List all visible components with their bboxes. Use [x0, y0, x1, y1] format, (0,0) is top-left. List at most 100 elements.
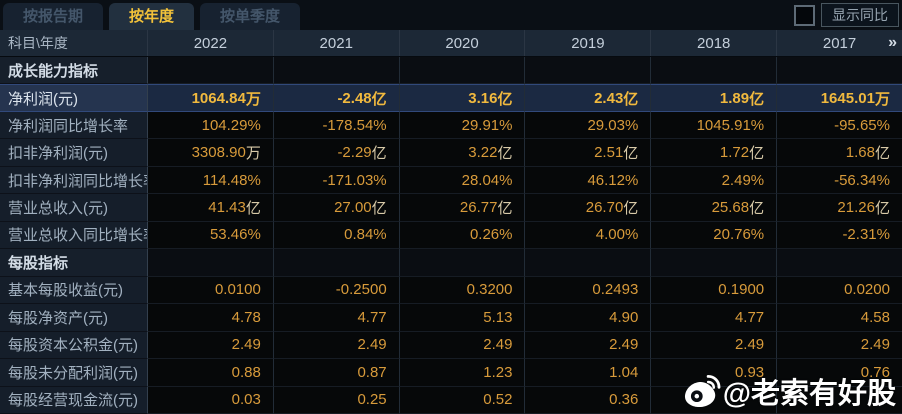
row-label: 每股净资产(元)	[0, 304, 148, 332]
value-cell	[399, 57, 526, 85]
table-row[interactable]: 每股净资产(元) 4.78 4.77 5.13 4.90 4.77 4.58	[0, 304, 902, 332]
value-cell	[148, 249, 274, 277]
value-cell: -56.34%	[777, 166, 902, 195]
show-yoy-label[interactable]: 显示同比	[821, 3, 899, 27]
value-cell: -171.03%	[273, 166, 400, 195]
value-cell: 0.03	[148, 386, 274, 414]
value-cell: 0.26%	[399, 221, 526, 250]
row-label: 营业总收入同比增长率	[0, 221, 148, 250]
value-cell: 41.43 亿	[148, 194, 274, 222]
table-row[interactable]: 扣非净利润(元) 3308.90 万 -2.29 亿 3.22 亿 2.51 亿 1.72 亿 1.6…	[0, 139, 902, 167]
value-cell: 0.1900	[651, 276, 778, 305]
value-cell: -2.31%	[777, 221, 902, 250]
show-yoy-checkbox[interactable]	[794, 4, 815, 26]
value-cell: 0.84%	[273, 221, 400, 250]
table-row[interactable]: 基本每股收益(元) 0.0100 -0.2500 0.3200 0.2493 0.1900…	[0, 276, 902, 305]
value-cell	[525, 249, 652, 277]
value-cell	[148, 57, 274, 85]
year-header-2017: 2017 »	[777, 30, 902, 56]
value-cell: 4.78	[148, 304, 274, 332]
row-label: 扣非净利润(元)	[0, 139, 148, 167]
value-cell: -178.54%	[273, 111, 400, 140]
value-cell: 4.90	[525, 304, 652, 332]
value-cell	[777, 57, 902, 85]
year-label: 2021	[319, 34, 353, 52]
value-cell: 0.52	[399, 386, 526, 414]
value-cell	[651, 249, 778, 277]
value-cell: 4.58	[777, 304, 902, 332]
year-label: 2019	[571, 34, 605, 52]
row-label: 每股经营现金流(元)	[0, 386, 148, 414]
tab-by-quarter[interactable]: 按单季度	[200, 3, 301, 30]
tab-bar: 按报告期 按年度 按单季度 显示同比	[0, 0, 902, 30]
value-cell: 28.04%	[399, 166, 526, 195]
value-cell	[777, 249, 902, 277]
value-cell: 2.49	[777, 331, 902, 360]
table-row[interactable]: 净利润(元) 1064.84 万 -2.48 亿 3.16 亿 2.43 亿 1.89 亿 1645.…	[0, 84, 902, 112]
table-row[interactable]: 营业总收入(元) 41.43 亿 27.00 亿 26.77 亿 26.70 亿 25.68 亿 21…	[0, 194, 902, 222]
table-row[interactable]: 扣非净利润同比增长率 114.48% -171.03% 28.04% 46.12% 2.4…	[0, 166, 902, 195]
tab-by-report-period[interactable]: 按报告期	[3, 3, 104, 30]
row-label: 净利润同比增长率	[0, 111, 148, 140]
row-label: 扣非净利润同比增长率	[0, 166, 148, 195]
value-cell	[525, 57, 652, 85]
value-cell	[651, 57, 778, 85]
value-cell: 0.87	[273, 359, 400, 387]
table-row[interactable]: 成长能力指标	[0, 57, 902, 85]
value-cell: 25.68 亿	[651, 194, 778, 222]
value-cell: 0.93	[651, 359, 778, 387]
value-cell: -0.2500	[273, 276, 400, 305]
value-cell: 0.0200	[777, 276, 902, 305]
value-cell: 1.04	[525, 359, 652, 387]
value-cell: 0.3200	[399, 276, 526, 305]
value-cell: 0.76	[777, 359, 902, 387]
value-cell: 3308.90 万	[148, 139, 274, 167]
tab-by-year[interactable]: 按年度	[109, 3, 195, 30]
value-cell: 4.77	[651, 304, 778, 332]
year-label: 2018	[697, 34, 731, 52]
value-cell: 1645.01 万	[777, 84, 902, 112]
table-row[interactable]: 每股经营现金流(元) 0.03 0.25 0.52 0.36	[0, 386, 902, 414]
value-cell: 4.00%	[525, 221, 652, 250]
year-header-2020: 2020	[400, 30, 526, 56]
table-row[interactable]: 净利润同比增长率 104.29% -178.54% 29.91% 29.03% 1045.…	[0, 111, 902, 140]
table-row[interactable]: 营业总收入同比增长率 53.46% 0.84% 0.26% 4.00% 20.76% -2.…	[0, 221, 902, 250]
value-cell: 0.36	[525, 386, 652, 414]
value-cell: 53.46%	[148, 221, 274, 250]
table-row[interactable]: 每股未分配利润(元) 0.88 0.87 1.23 1.04 0.93 0.76	[0, 359, 902, 387]
value-cell: 2.43 亿	[525, 84, 652, 112]
year-label: 2020	[445, 34, 479, 52]
value-cell: 0.25	[273, 386, 400, 414]
more-columns-icon[interactable]: »	[888, 34, 897, 51]
table-body: 成长能力指标 净利润(元) 1064.84 万 -2.48 亿 3.16 亿 2.43 亿 1.89…	[0, 57, 902, 414]
value-cell: 4.77	[273, 304, 400, 332]
value-cell: 29.91%	[399, 111, 526, 140]
value-cell: 5.13	[399, 304, 526, 332]
tab-list: 按报告期 按年度 按单季度	[3, 3, 301, 30]
value-cell	[651, 386, 778, 414]
table-header-row: 科目\年度 2022 2021 2020 2019 2018 2017 »	[0, 30, 902, 57]
value-cell: 2.49%	[651, 166, 778, 195]
value-cell: 104.29%	[148, 111, 274, 140]
value-cell: 2.49	[399, 331, 526, 360]
value-cell: 1.89 亿	[651, 84, 778, 112]
value-cell: 1.72 亿	[651, 139, 778, 167]
value-cell: 2.49	[525, 331, 652, 360]
value-cell: -2.29 亿	[273, 139, 400, 167]
row-label: 营业总收入(元)	[0, 194, 148, 222]
value-cell: 114.48%	[148, 166, 274, 195]
value-cell: 2.51 亿	[525, 139, 652, 167]
value-cell	[273, 57, 400, 85]
table-row[interactable]: 每股资本公积金(元) 2.49 2.49 2.49 2.49 2.49 2.49	[0, 331, 902, 360]
value-cell: 21.26 亿	[777, 194, 902, 222]
row-label: 每股指标	[0, 249, 148, 277]
year-label: 2017	[822, 34, 857, 52]
value-cell: 27.00 亿	[273, 194, 400, 222]
value-cell	[273, 249, 400, 277]
value-cell: 3.22 亿	[399, 139, 526, 167]
row-label: 基本每股收益(元)	[0, 276, 148, 305]
row-label: 每股资本公积金(元)	[0, 331, 148, 360]
year-header-2019: 2019	[525, 30, 652, 56]
row-label: 成长能力指标	[0, 57, 148, 85]
table-row[interactable]: 每股指标	[0, 249, 902, 277]
